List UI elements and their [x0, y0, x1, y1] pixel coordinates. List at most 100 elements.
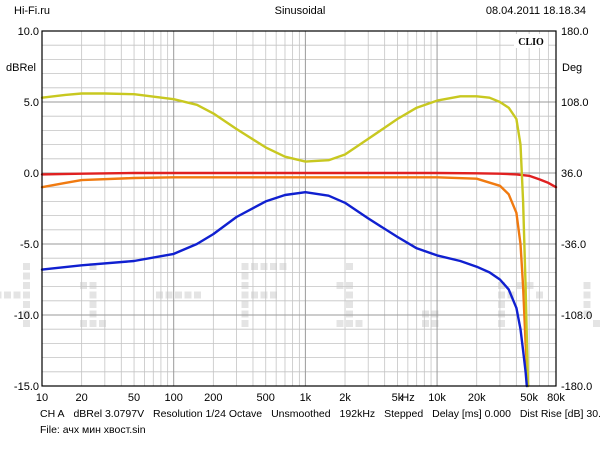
watermark-dot	[270, 291, 277, 299]
watermark-dot	[241, 320, 249, 327]
watermark-dot	[23, 272, 30, 280]
plot-frame	[41, 30, 557, 387]
x-tick-label: 10k	[428, 392, 446, 404]
watermark-dot	[431, 310, 439, 318]
y2-tick-label: 36.0	[561, 168, 582, 180]
timestamp: 08.04.2011 18.18.34	[485, 5, 586, 17]
watermark-dot	[346, 282, 353, 289]
series-line-3	[40, 92, 530, 388]
watermark	[0, 263, 600, 327]
x-tick-label: 50k	[520, 392, 538, 404]
watermark-dot	[241, 310, 249, 318]
x-tick-label: 5k	[392, 392, 404, 404]
y2-tick-label: 108.0	[561, 97, 589, 109]
y-tick-label: -15.0	[14, 381, 39, 393]
measurement-type: Sinusoidal	[274, 5, 326, 17]
file-label: File: ачх мин хвост.sin	[40, 424, 146, 436]
watermark-dot	[336, 320, 344, 327]
x-tick-label: 200	[204, 392, 222, 404]
y-tick-label: 10.0	[18, 26, 39, 38]
x-tick-label: 1k	[300, 392, 312, 404]
resolution-label: Resolution 1/24 Octave	[153, 408, 263, 420]
watermark-dot	[260, 291, 268, 299]
frequency-response-chart: 10.0 5.0 0.0 -5.0 -10.0 -15.0 180.0 108.0 36.0 -3…	[0, 26, 600, 404]
x-tick-label: 20k	[468, 392, 486, 404]
watermark-dot	[241, 263, 249, 270]
watermark-dot	[251, 263, 258, 270]
x-axis-unit: Hz	[401, 392, 414, 404]
watermark-dot	[80, 282, 87, 289]
x-tick-label: 50	[128, 392, 140, 404]
watermark-dot	[23, 301, 30, 308]
watermark-dot	[270, 263, 277, 270]
watermark-dot	[583, 291, 591, 299]
rise-label: Dist Rise [dB] 30.00	[519, 408, 600, 420]
watermark-dot	[23, 320, 30, 327]
watermark-dot	[498, 310, 505, 318]
watermark-dot	[346, 301, 353, 308]
y-axis-label: dBRel	[6, 62, 36, 74]
watermark-dot	[23, 291, 30, 299]
grid-minor	[42, 31, 556, 386]
watermark-dot	[583, 310, 591, 318]
watermark-dot	[23, 310, 30, 318]
series-line-2	[40, 176, 530, 388]
watermark-dot	[89, 291, 97, 299]
watermark-dot	[184, 291, 192, 299]
watermark-dot	[498, 320, 505, 327]
watermark-dot	[346, 263, 353, 270]
watermark-dot	[498, 301, 505, 308]
watermark-dot	[156, 291, 163, 299]
watermark-dot	[4, 291, 11, 299]
scale-label: dBRel 3.0797V	[73, 408, 145, 420]
y2-tick-label: -36.0	[561, 239, 586, 251]
y-tick-label: 0.0	[24, 168, 39, 180]
footer-settings: CH A dBRel 3.0797V Resolution 1/24 Octav…	[40, 408, 600, 420]
y-tick-label: 5.0	[24, 97, 39, 109]
watermark-dot	[498, 291, 505, 299]
watermark-dot	[89, 263, 97, 270]
watermark-dot	[0, 291, 2, 299]
x-tick-label: 500	[257, 392, 275, 404]
watermark-dot	[346, 310, 353, 318]
watermark-dot	[165, 291, 173, 299]
series-group	[40, 92, 558, 388]
watermark-dot	[336, 282, 344, 289]
watermark-dot	[23, 263, 30, 270]
clio-badge-text: CLIO	[518, 37, 544, 48]
y2-tick-label: 180.0	[561, 26, 589, 38]
watermark-dot	[241, 272, 249, 280]
x-tick-label: 20	[76, 392, 88, 404]
watermark-dot	[241, 301, 249, 308]
x-tick-label: 80k	[547, 392, 565, 404]
y-tick-label: -5.0	[20, 239, 39, 251]
smoothing-label: Unsmoothed	[271, 408, 331, 420]
x-tick-label: 10	[36, 392, 48, 404]
watermark-dot	[89, 282, 97, 289]
watermark-dot	[13, 291, 21, 299]
watermark-dot	[89, 310, 97, 318]
watermark-dot	[279, 263, 287, 270]
watermark-dot	[422, 310, 429, 318]
series-line-4	[40, 190, 528, 388]
watermark-dot	[526, 282, 534, 289]
watermark-dot	[346, 320, 353, 327]
rate-label: 192kHz	[339, 408, 376, 420]
y2-tick-label: -180.0	[561, 381, 592, 393]
watermark-dot	[260, 263, 268, 270]
watermark-dot	[583, 282, 591, 289]
delay-label: Delay [ms] 0.000	[432, 408, 511, 420]
clio-badge: CLIO	[514, 34, 548, 48]
watermark-dot	[498, 282, 505, 289]
x-tick-label: 2k	[339, 392, 351, 404]
site-label: Hi-Fi.ru	[14, 5, 51, 17]
watermark-dot	[241, 291, 249, 299]
channel-label: CH A	[40, 408, 65, 420]
watermark-dot	[241, 282, 249, 289]
watermark-dot	[583, 301, 591, 308]
watermark-dot	[431, 320, 439, 327]
mode-label: Stepped	[384, 408, 424, 420]
watermark-dot	[346, 291, 353, 299]
watermark-dot	[593, 320, 600, 327]
watermark-dot	[89, 301, 97, 308]
